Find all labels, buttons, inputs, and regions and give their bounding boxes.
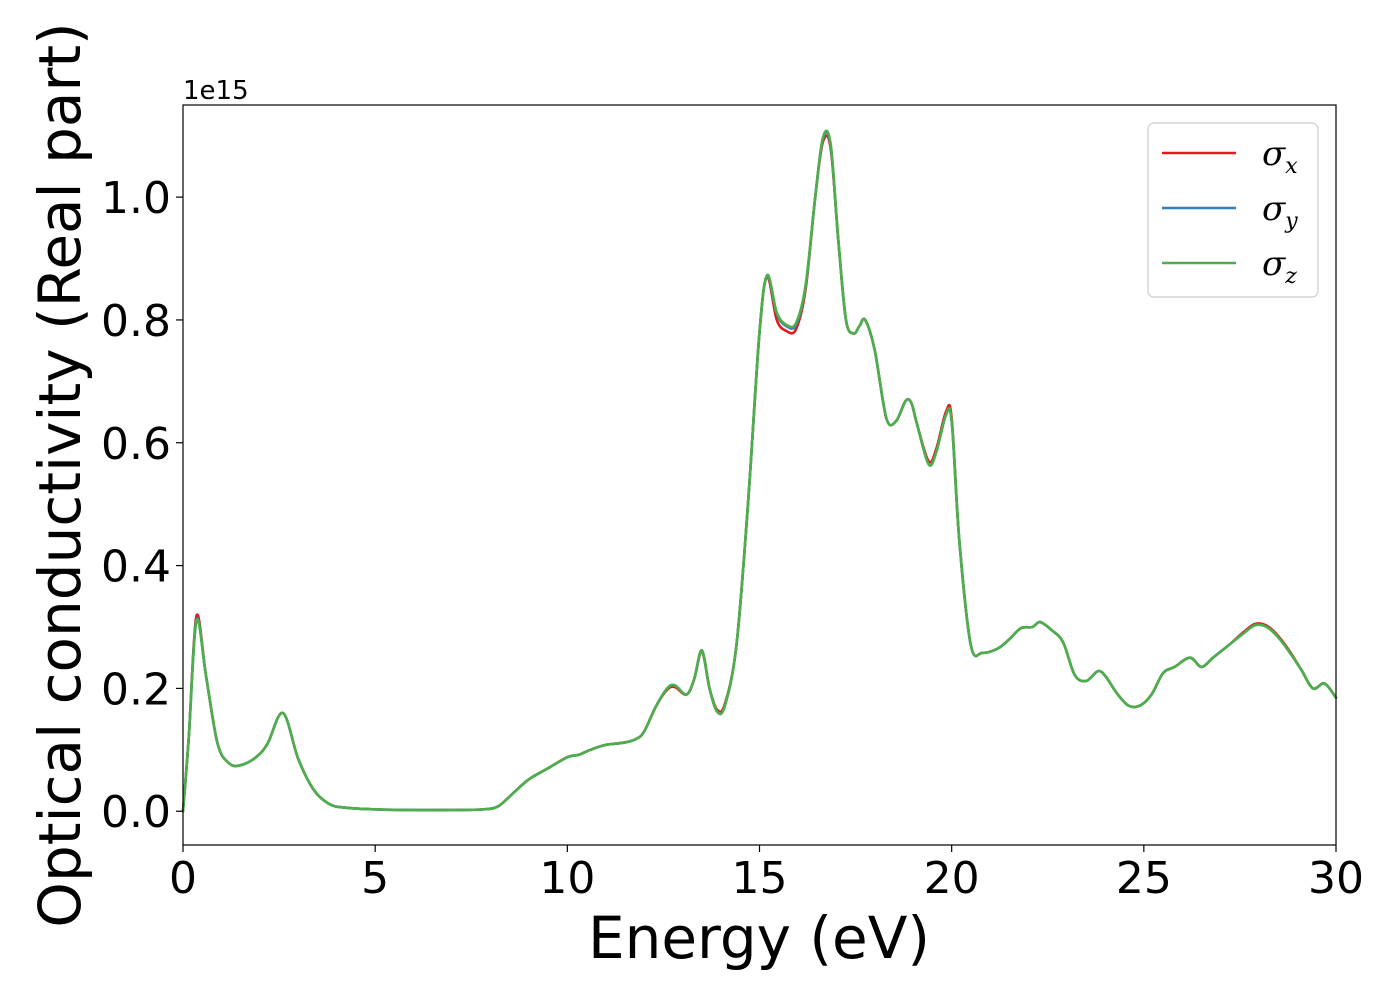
x-tick-label: 10 (539, 853, 595, 904)
y-tick-label: 0.6 (101, 419, 171, 470)
y-tick-label: 0.4 (101, 542, 171, 593)
x-tick-label: 5 (361, 853, 389, 904)
x-axis-ticks: 0 5 10 15 20 25 30 (169, 845, 1364, 904)
y-axis-label: Optical conductivity (Real part) (26, 22, 94, 927)
y-tick-label: 0.2 (101, 664, 171, 715)
series-lines (181, 129, 1338, 813)
y-tick-label: 0.8 (101, 296, 171, 347)
y-tick-label: 1.0 (101, 173, 171, 224)
y-axis-ticks: 0.0 0.2 0.4 0.6 0.8 1.0 (101, 173, 183, 838)
x-tick-label: 0 (169, 853, 197, 904)
x-tick-label: 25 (1116, 853, 1172, 904)
y-tick-label: 0.0 (101, 787, 171, 838)
x-tick-label: 30 (1308, 853, 1364, 904)
legend-frame (1147, 122, 1319, 298)
x-axis-label: Energy (eV) (588, 904, 930, 972)
y-offset-label: 1e15 (183, 76, 249, 106)
series-line-z (181, 129, 1338, 813)
x-tick-label: 20 (924, 853, 980, 904)
x-tick-label: 15 (732, 853, 788, 904)
